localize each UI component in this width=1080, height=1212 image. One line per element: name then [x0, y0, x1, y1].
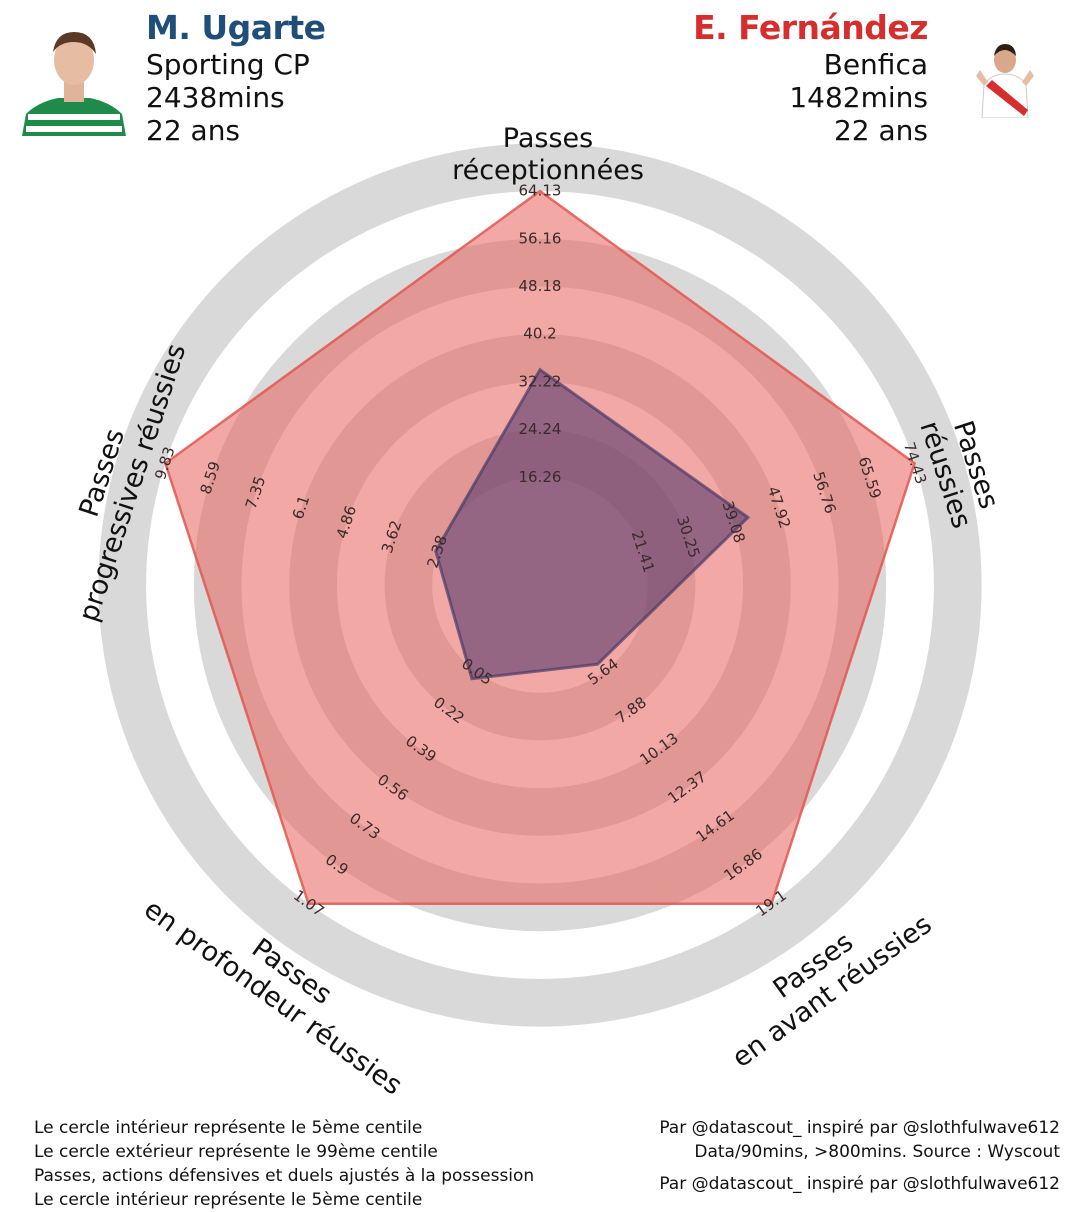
- tick-label: 64.13: [519, 182, 562, 200]
- player-club: Sporting CP: [146, 48, 310, 81]
- player-fernandez-info: E. Fernández Benfica 1482mins 22 ans: [693, 8, 928, 147]
- footer-line: Passes, actions défensives et duels ajus…: [34, 1166, 535, 1186]
- tick-label: 16.26: [519, 468, 562, 486]
- tick-label: 40.2: [523, 325, 556, 343]
- player-age: 22 ans: [833, 114, 928, 147]
- player-minutes: 1482mins: [789, 81, 928, 114]
- tick-label: 24.24: [519, 420, 562, 438]
- footer-notes-left: Le cercle intérieur représente le 5ème c…: [34, 1116, 534, 1212]
- series-polygon-m-ugarte: [434, 367, 751, 681]
- tick-label: 32.22: [519, 372, 562, 390]
- footer-notes-right: Par @datascout_ inspiré par @slothfulwav…: [659, 1116, 1060, 1196]
- footer-line: Le cercle intérieur représente le 5ème c…: [34, 1118, 423, 1138]
- player-ugarte-info: M. Ugarte Sporting CP 2438mins 22 ans: [146, 8, 326, 147]
- player-name: M. Ugarte: [146, 8, 326, 47]
- footer-line: Le cercle intérieur représente le 5ème c…: [34, 1190, 423, 1210]
- footer-line: Le cercle extérieur représente le 99ème …: [34, 1142, 438, 1162]
- fernandez-photo: [972, 36, 1038, 118]
- player-age: 22 ans: [146, 114, 241, 147]
- axis-label: Passes réceptionnées: [452, 123, 644, 186]
- player-name: E. Fernández: [693, 8, 928, 47]
- footer-line: Data/90mins, >800mins. Source : Wyscout: [694, 1142, 1060, 1162]
- tick-label: 48.18: [519, 277, 562, 295]
- player-club: Benfica: [823, 48, 928, 81]
- radar-polygons: [163, 189, 917, 905]
- player-minutes: 2438mins: [146, 81, 285, 114]
- ugarte-photo: [18, 18, 130, 136]
- tick-label: 56.16: [519, 229, 562, 247]
- footer-line: Par @datascout_ inspiré par @slothfulwav…: [659, 1174, 1060, 1194]
- footer-line: Par @datascout_ inspiré par @slothfulwav…: [659, 1118, 1060, 1138]
